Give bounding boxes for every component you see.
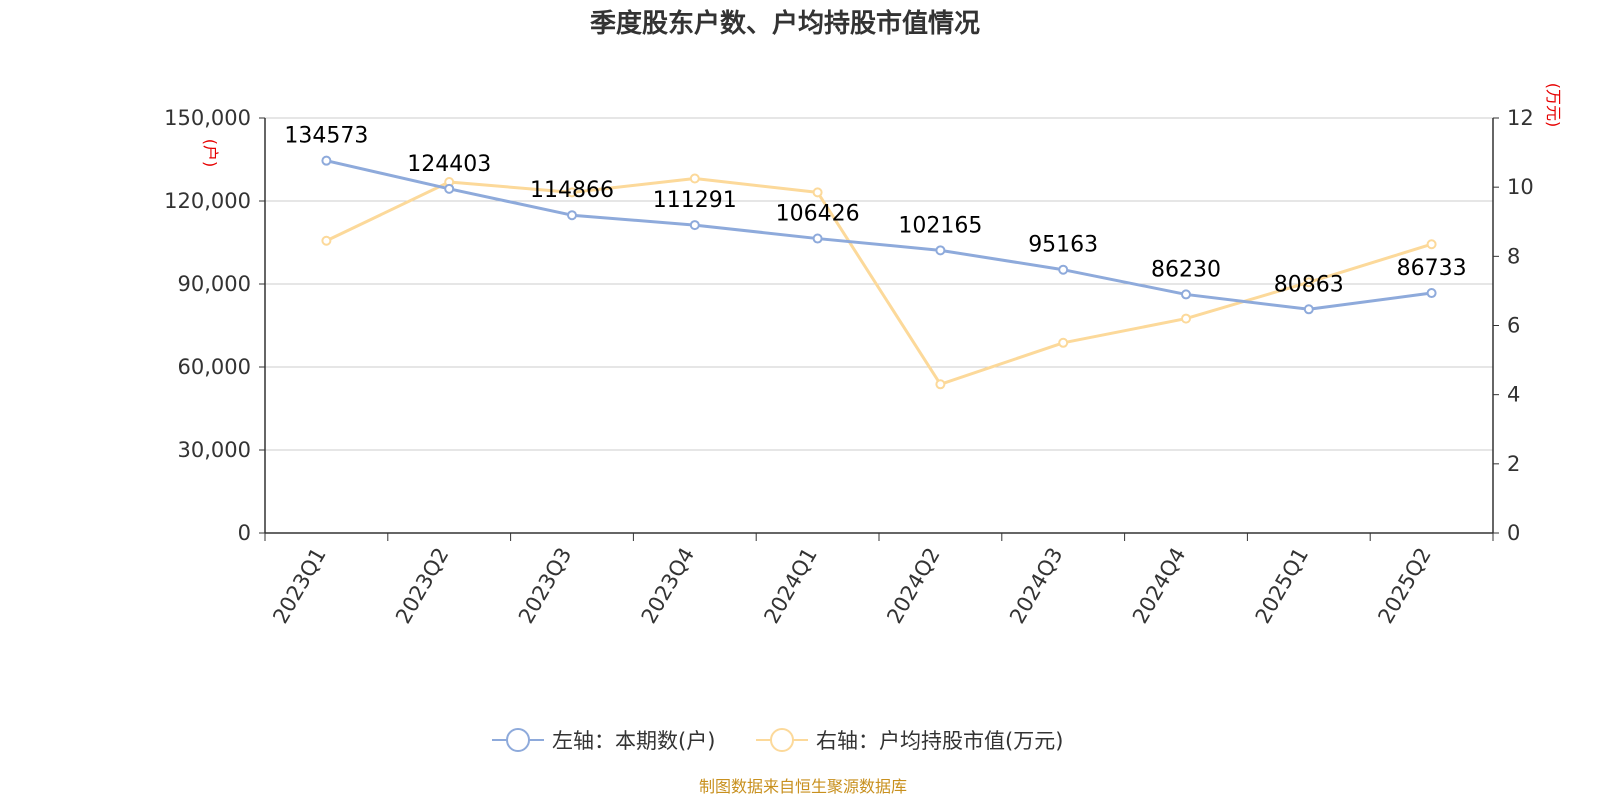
data-label: 86733 xyxy=(1397,256,1467,281)
legend-label-households: 左轴：本期数(户) xyxy=(552,729,715,753)
right-tick-label: 0 xyxy=(1507,521,1520,545)
data-point-1 xyxy=(1426,239,1437,250)
data-label: 95163 xyxy=(1028,233,1098,258)
x-tick-label: 2025Q2 xyxy=(1373,544,1435,628)
series-layer xyxy=(321,155,1437,390)
data-label: 80863 xyxy=(1274,272,1344,297)
data-point-0 xyxy=(567,210,577,221)
left-tick-label: 60,000 xyxy=(178,355,251,379)
legend-marker-households xyxy=(506,728,530,752)
data-labels: 134573 124403 114866 111291 106426 102165 9516… xyxy=(284,124,1466,298)
data-point-0 xyxy=(812,233,823,244)
series-line-0 xyxy=(326,159,1432,311)
data-label: 134573 xyxy=(284,124,368,149)
left-tick-label: 0 xyxy=(238,521,251,545)
data-point-1 xyxy=(1181,313,1191,324)
chart-title: 季度股东户数、户均持股市值情况 xyxy=(590,8,980,39)
source-note: 制图数据来自恒生聚源数据库 xyxy=(699,777,907,796)
data-point-1 xyxy=(1058,337,1069,348)
x-tick-label: 2023Q1 xyxy=(268,544,330,628)
data-label: 106426 xyxy=(776,202,860,227)
data-point-0 xyxy=(1058,264,1069,275)
series-line-1 xyxy=(325,177,1433,386)
data-point-1 xyxy=(812,187,823,198)
data-point-0 xyxy=(1426,288,1437,299)
data-point-0 xyxy=(321,155,332,166)
data-label: 86230 xyxy=(1151,257,1221,282)
left-tick-label: 150,000 xyxy=(164,106,251,130)
x-tick-label: 2023Q2 xyxy=(391,544,453,628)
data-label: 102165 xyxy=(898,213,982,238)
data-point-0 xyxy=(689,220,700,231)
data-point-0 xyxy=(444,183,455,194)
x-tick-label: 2024Q4 xyxy=(1128,544,1190,628)
data-point-1 xyxy=(935,379,946,390)
x-tick-label: 2024Q3 xyxy=(1005,544,1067,628)
x-tick-label: 2025Q1 xyxy=(1251,544,1313,628)
right-tick-label: 6 xyxy=(1507,314,1520,338)
right-tick-label: 8 xyxy=(1507,244,1520,268)
legend[interactable]: 左轴：本期数(户) 右轴：户均持股市值(万元) xyxy=(492,728,1063,753)
right-tick-label: 12 xyxy=(1507,106,1534,130)
x-tick-label: 2023Q3 xyxy=(514,544,576,628)
legend-item-households[interactable]: 左轴：本期数(户) xyxy=(492,728,715,753)
x-tick-label: 2024Q1 xyxy=(759,544,821,628)
data-point-1 xyxy=(321,235,332,246)
right-tick-label: 4 xyxy=(1507,383,1520,407)
data-point-0 xyxy=(1181,289,1191,300)
data-point-1 xyxy=(689,173,700,184)
x-tick-label: 2024Q2 xyxy=(882,544,944,628)
right-tick-label: 2 xyxy=(1507,452,1520,476)
data-label: 124403 xyxy=(407,152,491,177)
legend-marker-market-value xyxy=(770,728,794,752)
data-point-0 xyxy=(1303,304,1314,315)
data-label: 111291 xyxy=(653,188,737,213)
data-point-0 xyxy=(935,245,946,256)
legend-label-market-value: 右轴：户均持股市值(万元) xyxy=(816,729,1063,753)
grid xyxy=(265,117,1493,451)
right-tick-label: 10 xyxy=(1507,175,1534,199)
legend-item-market-value[interactable]: 右轴：户均持股市值(万元) xyxy=(756,728,1063,753)
left-tick-label: 90,000 xyxy=(178,272,251,296)
data-point-1 xyxy=(567,187,577,198)
data-point-1 xyxy=(1303,277,1314,288)
left-tick-label: 30,000 xyxy=(178,438,251,462)
right-axis-unit: (万元) xyxy=(1544,83,1563,128)
x-tick-label: 2023Q4 xyxy=(637,544,699,628)
data-label: 114866 xyxy=(530,178,614,203)
left-axis-unit: (户) xyxy=(201,139,220,168)
left-tick-label: 120,000 xyxy=(164,189,251,213)
